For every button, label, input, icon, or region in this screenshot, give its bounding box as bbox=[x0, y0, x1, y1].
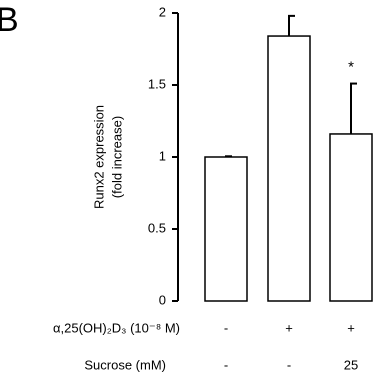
y-tick-label: 2 bbox=[159, 4, 166, 19]
bar bbox=[204, 156, 248, 302]
bar bbox=[267, 35, 311, 302]
condition-label: α,25(OH)₂D₃ (10⁻⁸ M) bbox=[53, 320, 180, 335]
bar bbox=[329, 133, 373, 302]
y-axis-label: (fold increase) bbox=[109, 116, 124, 198]
y-tick-label: 1.5 bbox=[148, 76, 166, 91]
y-tick-label: 0 bbox=[159, 292, 166, 307]
y-tick-label: 1 bbox=[159, 148, 166, 163]
condition-value: - bbox=[224, 320, 228, 335]
condition-value: - bbox=[224, 357, 228, 372]
panel-label: B bbox=[0, 1, 19, 39]
condition-label: Sucrose (mM) bbox=[84, 357, 166, 372]
significance-mark: * bbox=[348, 59, 354, 76]
y-axis-label: Runx2 expression bbox=[91, 105, 106, 209]
condition-value: + bbox=[285, 320, 293, 335]
condition-value: + bbox=[347, 320, 355, 335]
y-tick-label: 0.5 bbox=[148, 220, 166, 235]
condition-value: - bbox=[287, 357, 291, 372]
condition-value: 25 bbox=[344, 357, 358, 372]
